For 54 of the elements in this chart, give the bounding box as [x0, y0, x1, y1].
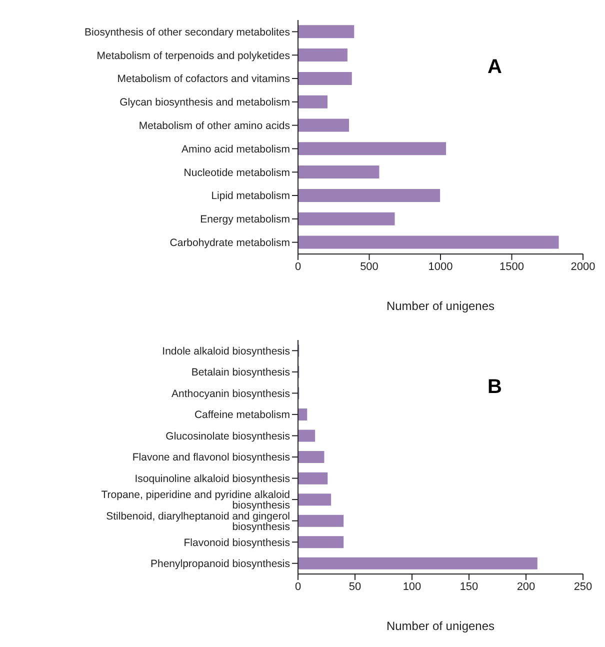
y-tick-label: Caffeine metabolism	[194, 409, 290, 422]
bar	[298, 25, 354, 38]
bar	[298, 236, 559, 249]
y-tick-label: Indole alkaloid biosynthesis	[162, 345, 290, 358]
x-tick-label: 0	[294, 260, 302, 273]
bar	[298, 188, 440, 202]
y-tick-label: Phenylpropanoid biosynthesis	[150, 558, 290, 570]
y-tick-label: Betalain biosynthesis	[191, 366, 290, 379]
y-tick-label: Tropane, piperidine and pyridine alkaloid biosynthesis	[101, 489, 290, 512]
x-tick-label: 50	[348, 580, 362, 593]
bar	[298, 430, 316, 442]
y-tick-label: Flavonoid biosynthesis	[184, 536, 290, 549]
y-tick-label: Anthocyanin biosynthesis	[172, 388, 290, 400]
annotation: A	[488, 56, 502, 79]
bar	[298, 212, 395, 226]
y-tick-label: Nucleotide metabolism	[184, 166, 290, 179]
bar	[298, 494, 332, 506]
y-tick-label: Metabolism of terpenoids and polyketides	[96, 50, 290, 62]
bar	[298, 451, 324, 464]
y-tick-label: Lipid metabolism	[211, 190, 290, 202]
x-tick-label: 0	[294, 580, 302, 593]
bar	[298, 95, 328, 108]
bar	[298, 118, 350, 132]
x-tick-label: 100	[402, 580, 422, 593]
y-tick-label: Metabolism of other amino acids	[138, 120, 290, 132]
x-tick-label: 250	[574, 580, 592, 593]
y-tick-label: Flavone and flavonol biosynthesis	[132, 452, 290, 464]
y-tick-label: Amino acid metabolism	[181, 143, 290, 156]
bar	[298, 472, 328, 484]
y-tick-label: Carbohydrate metabolism	[170, 237, 290, 250]
bar	[298, 408, 308, 420]
y-tick-label: Energy metabolism	[200, 214, 290, 226]
y-tick-label: Metabolism of cofactors and vitamins	[117, 73, 290, 86]
bar	[298, 142, 446, 156]
y-tick-label: Isoquinoline alkaloid biosynthesis	[134, 473, 290, 485]
y-tick-label: Stilbenoid, diarylheptanoid and gingerol biosynthesis	[106, 510, 290, 533]
annotation: B	[488, 376, 502, 399]
bar	[298, 72, 352, 85]
bar	[298, 557, 538, 570]
x-tick-label: 500	[360, 260, 378, 273]
bar	[298, 536, 344, 548]
x-tick-label: 200	[516, 580, 536, 593]
bar	[298, 166, 380, 179]
x-tick-label: 1500	[500, 260, 524, 273]
bar	[298, 48, 348, 62]
bar	[298, 514, 344, 527]
x-tick-label: 2000	[570, 260, 596, 273]
x-axis-title: Number of unigenes	[386, 299, 495, 313]
y-tick-label: Glucosinolate biosynthesis	[166, 430, 290, 442]
x-tick-label: 1000	[428, 260, 453, 273]
y-tick-label: Biosynthesis of other secondary metabolites	[84, 26, 290, 38]
x-tick-label: 150	[460, 580, 478, 593]
x-axis-title: Number of unigenes	[386, 619, 495, 633]
y-tick-label: Glycan biosynthesis and metabolism	[120, 96, 290, 109]
